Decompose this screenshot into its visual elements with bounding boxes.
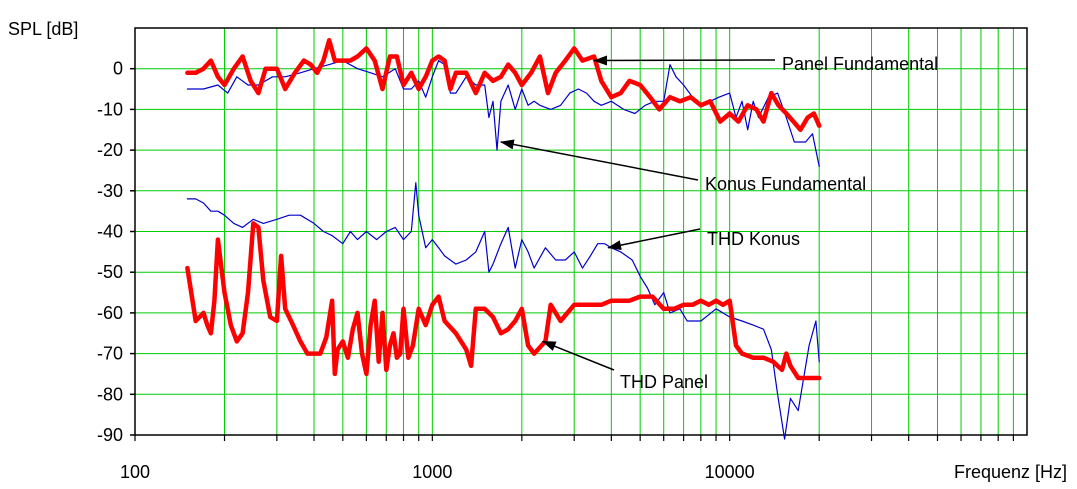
series-line-thd-konus — [186, 182, 820, 440]
y-tick-label: -90 — [97, 425, 123, 445]
annotation-label-thd-panel: THD Panel — [620, 372, 708, 392]
x-axis-ticks: 100 1000 10000 — [120, 435, 1014, 482]
y-axis-ticks: 0 -10 -20 -30 -40 -50 -60 -70 -80 -90 — [97, 59, 135, 445]
annotation-arrow-panel-fundamental — [593, 55, 776, 66]
y-tick-label: -60 — [97, 303, 123, 323]
y-axis-label: SPL [dB] — [8, 19, 78, 39]
annotation-label-thd-konus: THD Konus — [707, 229, 800, 249]
annotations: Panel Fundamental Konus Fundamental THD Ko… — [499, 54, 938, 392]
x-tick-label: 100 — [120, 462, 150, 482]
y-tick-label: -20 — [97, 140, 123, 160]
series-line-thd-panel — [185, 221, 822, 381]
annotation-label-konus-fundamental: Konus Fundamental — [705, 174, 866, 194]
y-tick-label: -80 — [97, 384, 123, 404]
x-tick-label: 10000 — [705, 462, 755, 482]
y-tick-label: -70 — [97, 344, 123, 364]
series-line-panel-fundamental — [185, 37, 822, 133]
y-tick-label: 0 — [113, 59, 123, 79]
annotation-arrow-thd-konus — [607, 228, 701, 251]
grid — [135, 28, 1027, 435]
annotation-label-panel-fundamental: Panel Fundamental — [782, 54, 938, 74]
annotation-arrow-thd-panel — [541, 340, 615, 371]
series — [185, 37, 822, 440]
x-tick-label: 1000 — [412, 462, 452, 482]
x-axis-label: Frequenz [Hz] — [954, 462, 1067, 482]
y-tick-label: -40 — [97, 222, 123, 242]
y-tick-label: -30 — [97, 181, 123, 201]
y-tick-label: -10 — [97, 99, 123, 119]
annotation-arrow-konus-fundamental — [499, 139, 699, 181]
y-tick-label: -50 — [97, 262, 123, 282]
